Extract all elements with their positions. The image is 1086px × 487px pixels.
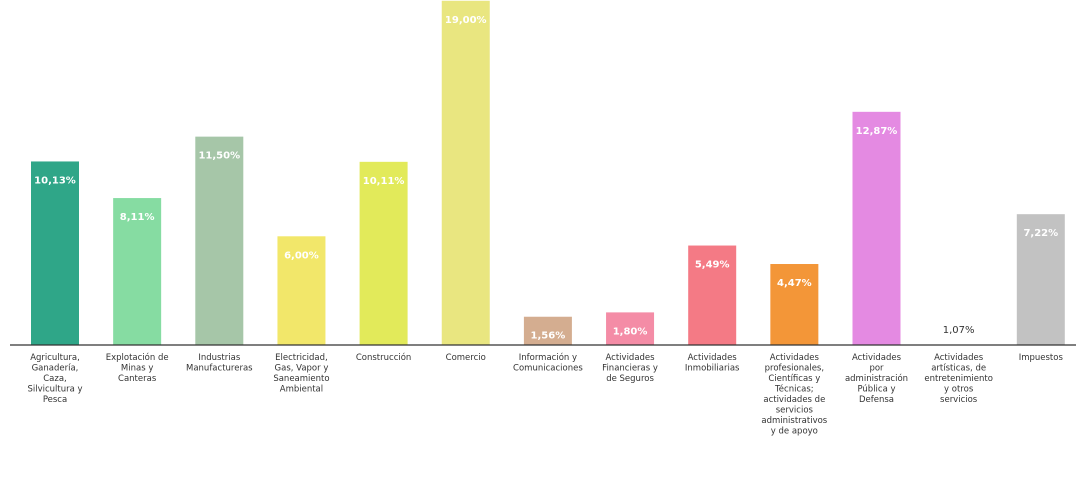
bar-value-label-2: 8,11% bbox=[120, 212, 155, 223]
bar-value-label-13: 7,22% bbox=[1023, 228, 1058, 239]
bar-value-label-6: 19,00% bbox=[445, 15, 487, 26]
bar-4 bbox=[277, 236, 326, 345]
bar-10 bbox=[770, 264, 819, 345]
bar-3 bbox=[195, 136, 244, 345]
bars-group bbox=[31, 0, 1065, 346]
bar-7 bbox=[523, 316, 572, 345]
category-label-10: Actividades profesionales, Científicas y Té… bbox=[761, 353, 827, 437]
bar-12 bbox=[934, 325, 983, 345]
category-labels-group: Agricultura, Ganadería, Caza, Silvicultura … bbox=[27, 352, 1063, 437]
category-label-7: Información y Comunicaciones bbox=[513, 352, 583, 374]
bar-value-label-11: 12,87% bbox=[856, 126, 898, 137]
bar-value-label-8: 1,80% bbox=[613, 326, 648, 337]
bar-2 bbox=[113, 198, 162, 345]
category-label-11: Actividades por administración Pública y Def… bbox=[845, 353, 908, 405]
value-labels-group: 10,13% 8,11% 11,50% 6,00% 10,11% 19,00% 1,56% 1… bbox=[34, 15, 1058, 342]
bar-6 bbox=[441, 0, 490, 346]
category-label-13: Impuestos bbox=[1019, 353, 1064, 363]
bar-value-label-7: 1,56% bbox=[531, 331, 566, 342]
bar-value-label-12: 1,07% bbox=[943, 325, 975, 336]
category-label-8: Actividades Financieras y de Seguros bbox=[602, 353, 658, 384]
bar-5 bbox=[359, 161, 408, 345]
bar-value-label-3: 11,50% bbox=[198, 151, 240, 162]
category-label-5: Construcción bbox=[356, 352, 411, 363]
category-label-1: Agricultura, Ganadería, Caza, Silvicultura … bbox=[27, 353, 82, 405]
category-label-9: Actividades Inmobiliarias bbox=[685, 353, 740, 374]
category-label-3: Industrias Manufactureras bbox=[186, 353, 253, 374]
category-label-6: Comercio bbox=[446, 353, 486, 363]
bar-value-label-4: 6,00% bbox=[284, 250, 319, 261]
bar-11 bbox=[852, 111, 901, 345]
category-label-12: Actividades artísticas, de entretenimiento… bbox=[924, 353, 993, 405]
category-label-4: Electricidad, Gas, Vapor y Saneamiento Ambi… bbox=[273, 353, 329, 395]
bar-9 bbox=[688, 245, 737, 345]
bar-8 bbox=[606, 312, 655, 345]
bar-value-label-9: 5,49% bbox=[695, 260, 730, 271]
bar-13 bbox=[1016, 214, 1065, 345]
category-label-2: Explotación de Minas y Canteras bbox=[106, 352, 169, 384]
bar-value-label-10: 4,47% bbox=[777, 278, 812, 289]
bar-1 bbox=[31, 161, 79, 345]
bar-value-label-5: 10,11% bbox=[363, 176, 405, 187]
bar-value-label-1: 10,13% bbox=[34, 175, 76, 186]
